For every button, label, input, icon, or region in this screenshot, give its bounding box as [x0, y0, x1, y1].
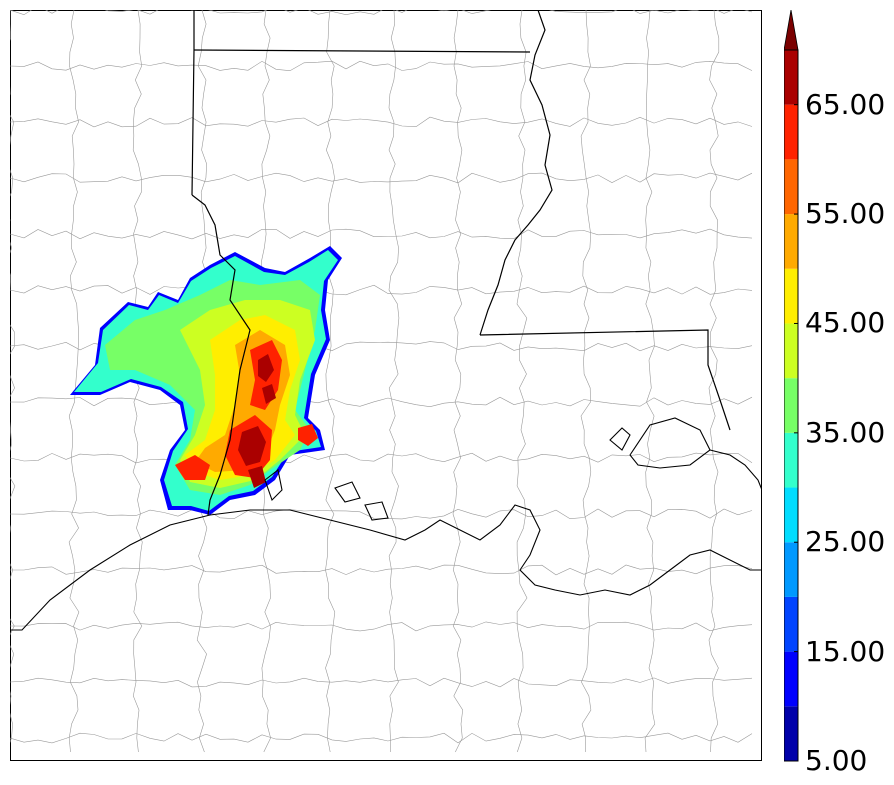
- colorbar-segment: [784, 487, 798, 543]
- map-canvas: [10, 10, 762, 753]
- state-line-east: [479, 329, 731, 431]
- colorbar-tick-label: 45.00: [805, 306, 886, 340]
- field-max-3: [262, 384, 276, 404]
- coastline-delta: [709, 449, 762, 491]
- county-line: [10, 564, 753, 576]
- river-mississippi: [479, 10, 553, 336]
- county-line: [10, 732, 753, 744]
- county-line: [10, 10, 16, 743]
- county-line: [10, 284, 753, 296]
- colorbar-tick-label: 65.00: [805, 87, 886, 121]
- county-boundaries: [10, 10, 753, 753]
- colorbar-extend-arrow: [784, 10, 799, 51]
- colorbar-tick-label: 5.00: [805, 744, 868, 777]
- colorbar-segment: [784, 651, 798, 707]
- county-line: [10, 621, 753, 632]
- coastline-bay-2: [364, 501, 389, 521]
- county-line: [68, 10, 80, 753]
- precipitation-field: [70, 246, 342, 515]
- colorbar: [784, 10, 799, 762]
- county-line: [325, 10, 336, 753]
- colorbar-segment: [784, 323, 798, 379]
- county-line: [10, 60, 753, 72]
- county-line: [10, 10, 753, 16]
- colorbar-segment: [784, 542, 798, 597]
- county-line: [10, 396, 753, 408]
- county-line: [10, 116, 753, 128]
- colorbar-segment: [784, 159, 798, 215]
- coastline: [10, 417, 762, 631]
- colorbar-segment: [784, 50, 798, 105]
- county-line: [10, 172, 753, 184]
- colorbar-segment: [784, 104, 798, 160]
- county-line: [580, 10, 592, 753]
- county-line: [708, 10, 720, 753]
- field-very-high-4: [298, 424, 318, 446]
- field-max-2: [258, 354, 274, 382]
- map-frame: [10, 10, 762, 761]
- field-very-high-3: [175, 455, 210, 480]
- county-line: [10, 508, 753, 520]
- coastline-main: [10, 504, 762, 631]
- state-line-north: [193, 49, 531, 53]
- coastline-lake-2: [629, 417, 711, 469]
- colorbar-segment: [784, 706, 798, 761]
- coastline-lake-1: [609, 427, 631, 451]
- river-sabine: [191, 194, 251, 516]
- colorbar-segment: [784, 268, 798, 324]
- county-line: [10, 677, 753, 688]
- state-boundaries: [191, 10, 731, 516]
- coastline-bay-1: [334, 481, 361, 503]
- colorbar-segment: [784, 378, 798, 433]
- county-line: [10, 452, 753, 464]
- state-line-west: [191, 10, 195, 196]
- county-line: [388, 10, 400, 753]
- coastline-inlet-sabine: [264, 469, 283, 502]
- colorbar-border: [784, 49, 799, 762]
- colorbar-segment: [784, 214, 798, 269]
- field-max-1: [238, 426, 266, 466]
- colorbar-tick-label: 25.00: [805, 525, 886, 559]
- colorbar-segment: [784, 596, 798, 652]
- county-line: [10, 228, 753, 240]
- county-line: [516, 10, 528, 753]
- county-line: [644, 10, 656, 753]
- colorbar-tick-label: 35.00: [805, 415, 886, 449]
- field-max-4: [248, 466, 266, 488]
- county-line: [452, 10, 464, 753]
- colorbar-segment: [784, 432, 798, 488]
- colorbar-tick-label: 15.00: [805, 634, 886, 668]
- colorbar-tick-label: 55.00: [805, 197, 886, 231]
